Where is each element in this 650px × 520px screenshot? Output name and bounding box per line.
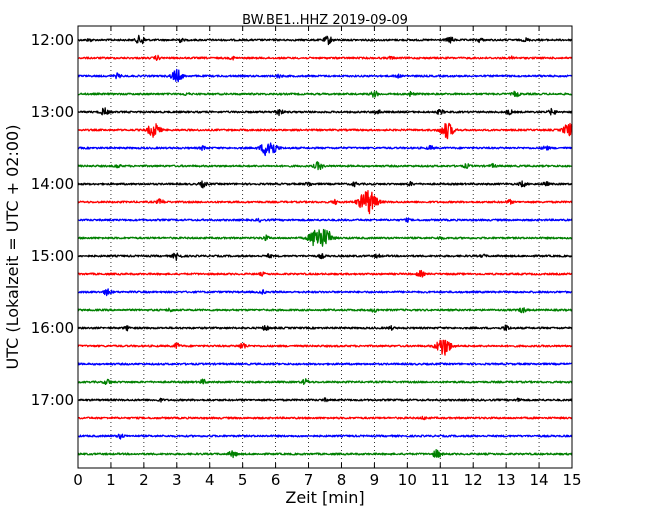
trace-1545 [77, 307, 573, 314]
x-tick-label-1: 1 [106, 471, 116, 489]
chart-title: BW.BE1..HHZ 2019-09-09 [242, 13, 408, 28]
x-tick-label-2: 2 [139, 471, 149, 489]
trace-1345 [77, 161, 573, 171]
trace-1530 [77, 288, 573, 297]
trace-1630 [77, 362, 573, 366]
trace-1600 [77, 324, 573, 332]
trace-1245 [77, 90, 573, 98]
plot-frame [77, 25, 573, 469]
x-tick-label-14: 14 [530, 471, 549, 489]
y-axis-label: UTC (Lokalzeit = UTC + 02:00) [3, 125, 22, 370]
x-tick-label-4: 4 [205, 471, 215, 489]
x-tick-label-7: 7 [304, 471, 314, 489]
x-tick-label-13: 13 [497, 471, 516, 489]
trace-1615 [77, 339, 573, 356]
trace-1715 [77, 415, 573, 421]
x-tick-label-6: 6 [271, 471, 281, 489]
trace-1330 [77, 142, 573, 157]
x-tick-label-15: 15 [562, 471, 581, 489]
x-tick-label-9: 9 [370, 471, 380, 489]
trace-1300 [77, 107, 573, 117]
trace-1430 [77, 217, 573, 223]
trace-1215 [77, 54, 573, 61]
y-tick-label-1: 13:00 [31, 103, 74, 121]
trace-1400 [77, 180, 573, 189]
x-tick-label-10: 10 [398, 471, 417, 489]
seismic-traces [77, 34, 573, 459]
x-tick-label-3: 3 [172, 471, 182, 489]
y-tick-label-4: 16:00 [31, 319, 74, 337]
trace-1700 [77, 397, 573, 403]
trace-1315 [77, 122, 573, 140]
trace-1500 [77, 252, 573, 261]
y-tick-label-3: 15:00 [31, 247, 74, 265]
x-tick-label-12: 12 [464, 471, 483, 489]
trace-1745 [77, 448, 573, 459]
y-tick-label-2: 14:00 [31, 175, 74, 193]
trace-1445 [77, 228, 573, 247]
x-tick-label-0: 0 [73, 471, 83, 489]
x-tick-label-8: 8 [337, 471, 347, 489]
grid-lines [110, 26, 540, 468]
trace-1230 [77, 68, 573, 83]
y-tick-label-5: 17:00 [31, 391, 74, 409]
trace-1730 [77, 433, 573, 440]
x-axis-label: Zeit [min] [285, 488, 364, 507]
x-tick-label-5: 5 [238, 471, 248, 489]
y-tick-label-0: 12:00 [31, 31, 74, 49]
axis-ticks: 0 1 2 3 4 5 6 7 8 9 10 11 12 13 14 1512:0013:0014:0015:… [31, 26, 582, 489]
trace-1515 [77, 269, 573, 278]
trace-1200 [77, 34, 573, 46]
x-tick-label-11: 11 [431, 471, 450, 489]
trace-1415 [77, 189, 573, 215]
trace-1645 [77, 378, 573, 386]
